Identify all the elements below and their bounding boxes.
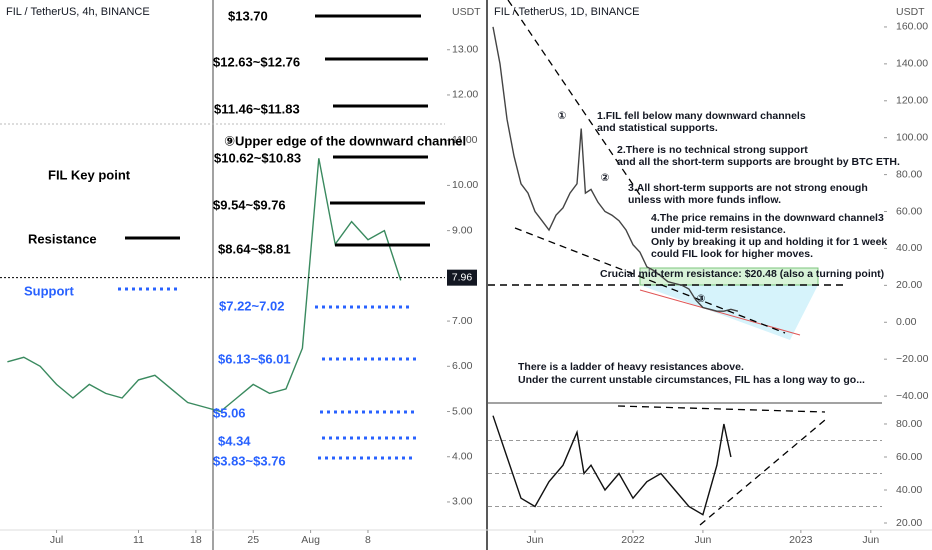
y-tick-label: 40.00 <box>896 242 922 254</box>
last-price-box <box>447 269 477 286</box>
y-tick-label: 6.00 <box>452 360 473 372</box>
axis-unit: USDT <box>452 6 481 18</box>
y-tick-label: 12.00 <box>452 89 478 101</box>
chart-title: FIL / TetherUS, 4h, BINANCE <box>6 6 150 18</box>
annotation: Crucial mid-term resistance: $20.48 (als… <box>600 268 884 280</box>
annotation: $12.63~$12.76 <box>213 54 300 69</box>
annotation: 3.All short-term supports are not strong… <box>628 182 868 194</box>
rsi-trend-line <box>699 419 826 526</box>
annotation: could FIL look for higher moves. <box>651 248 813 260</box>
annotation: $4.34 <box>218 433 251 448</box>
chart-title: FIL / TetherUS, 1D, BINANCE <box>494 6 640 18</box>
annotation: and all the short-term supports are brou… <box>617 156 900 168</box>
y-tick-label: −40.00 <box>896 390 929 402</box>
annotation: There is a ladder of heavy resistances a… <box>518 361 744 373</box>
x-tick-label: Jun <box>694 534 711 546</box>
annotation: $3.83~$3.76 <box>213 453 286 468</box>
y-tick-label: 13.00 <box>452 44 478 56</box>
rsi-trend-line <box>617 405 826 413</box>
channel-line <box>639 289 801 336</box>
y-tick-label: 0.00 <box>896 316 917 328</box>
annotation: Only by breaking it up and holding it fo… <box>651 236 887 248</box>
x-tick-label: 2022 <box>621 534 645 546</box>
annotation: $10.62~$10.83 <box>214 150 301 165</box>
annotation: $11.46~$11.83 <box>214 101 300 116</box>
y-tick-label: 7.00 <box>452 315 473 327</box>
annotation: Support <box>24 283 74 298</box>
trend-line <box>514 227 786 334</box>
annotation: ① <box>558 110 567 122</box>
annotation: $8.64~$8.81 <box>218 241 291 256</box>
annotation: ③ <box>697 293 706 305</box>
x-tick-label: Jun <box>527 534 544 546</box>
y-tick-label: 140.00 <box>896 58 928 70</box>
annotation: $6.13~$6.01 <box>218 351 291 366</box>
y-tick-label: 80.00 <box>896 168 922 180</box>
y-tick-label: 60.00 <box>896 451 922 463</box>
y-tick-label: 11.00 <box>452 134 478 146</box>
y-tick-label: 20.00 <box>896 517 922 529</box>
y-tick-label: 40.00 <box>896 484 922 496</box>
annotation: $13.70 <box>228 8 268 23</box>
annotation: ② <box>601 172 610 184</box>
y-tick-label: 20.00 <box>896 279 922 291</box>
annotation: ⑨Upper edge of the downward channel <box>224 133 466 148</box>
x-tick-label: 11 <box>133 534 144 546</box>
y-tick-label: 160.00 <box>896 21 928 33</box>
x-tick-label: Aug <box>301 534 320 546</box>
annotation: and statistical supports. <box>597 122 718 134</box>
x-tick-label: 2023 <box>789 534 813 546</box>
trend-line <box>507 0 641 196</box>
annotation: 4.The price remains in the downward chan… <box>651 212 884 224</box>
annotation: $7.22~7.02 <box>219 298 284 313</box>
annotation: $9.54~$9.76 <box>213 197 286 212</box>
annotation: under mid-term resistance. <box>651 224 786 236</box>
y-tick-label: 5.00 <box>452 405 473 417</box>
y-tick-label: 9.00 <box>452 224 473 236</box>
y-tick-label: 120.00 <box>896 95 928 107</box>
annotation: Resistance <box>28 231 97 246</box>
price-line <box>492 415 732 516</box>
x-tick-label: 25 <box>247 534 259 546</box>
last-price-label: 7.96 <box>452 271 473 283</box>
axis-unit: USDT <box>896 6 925 18</box>
y-tick-label: 80.00 <box>896 418 922 430</box>
x-tick-label: Jun <box>862 534 879 546</box>
y-tick-label: 4.00 <box>452 451 473 463</box>
y-tick-label: 3.00 <box>452 496 473 508</box>
annotation: 2.There is no technical strong support <box>617 144 808 156</box>
x-tick-label: Jul <box>50 534 63 546</box>
annotation: FIL Key point <box>48 167 131 182</box>
annotation: $5.06 <box>213 405 246 420</box>
annotation: 1.FIL fell below many downward channels <box>597 110 806 122</box>
price-line <box>492 26 739 312</box>
x-tick-label: 8 <box>365 534 371 546</box>
y-tick-label: 100.00 <box>896 131 928 143</box>
y-tick-label: −20.00 <box>896 353 929 365</box>
y-tick-label: 60.00 <box>896 205 922 217</box>
annotation: unless with more funds inflow. <box>628 194 781 206</box>
annotation: Under the current unstable circumstances… <box>518 374 865 386</box>
y-tick-label: 10.00 <box>452 179 478 191</box>
x-tick-label: 18 <box>190 534 202 546</box>
projection-area <box>640 285 818 340</box>
